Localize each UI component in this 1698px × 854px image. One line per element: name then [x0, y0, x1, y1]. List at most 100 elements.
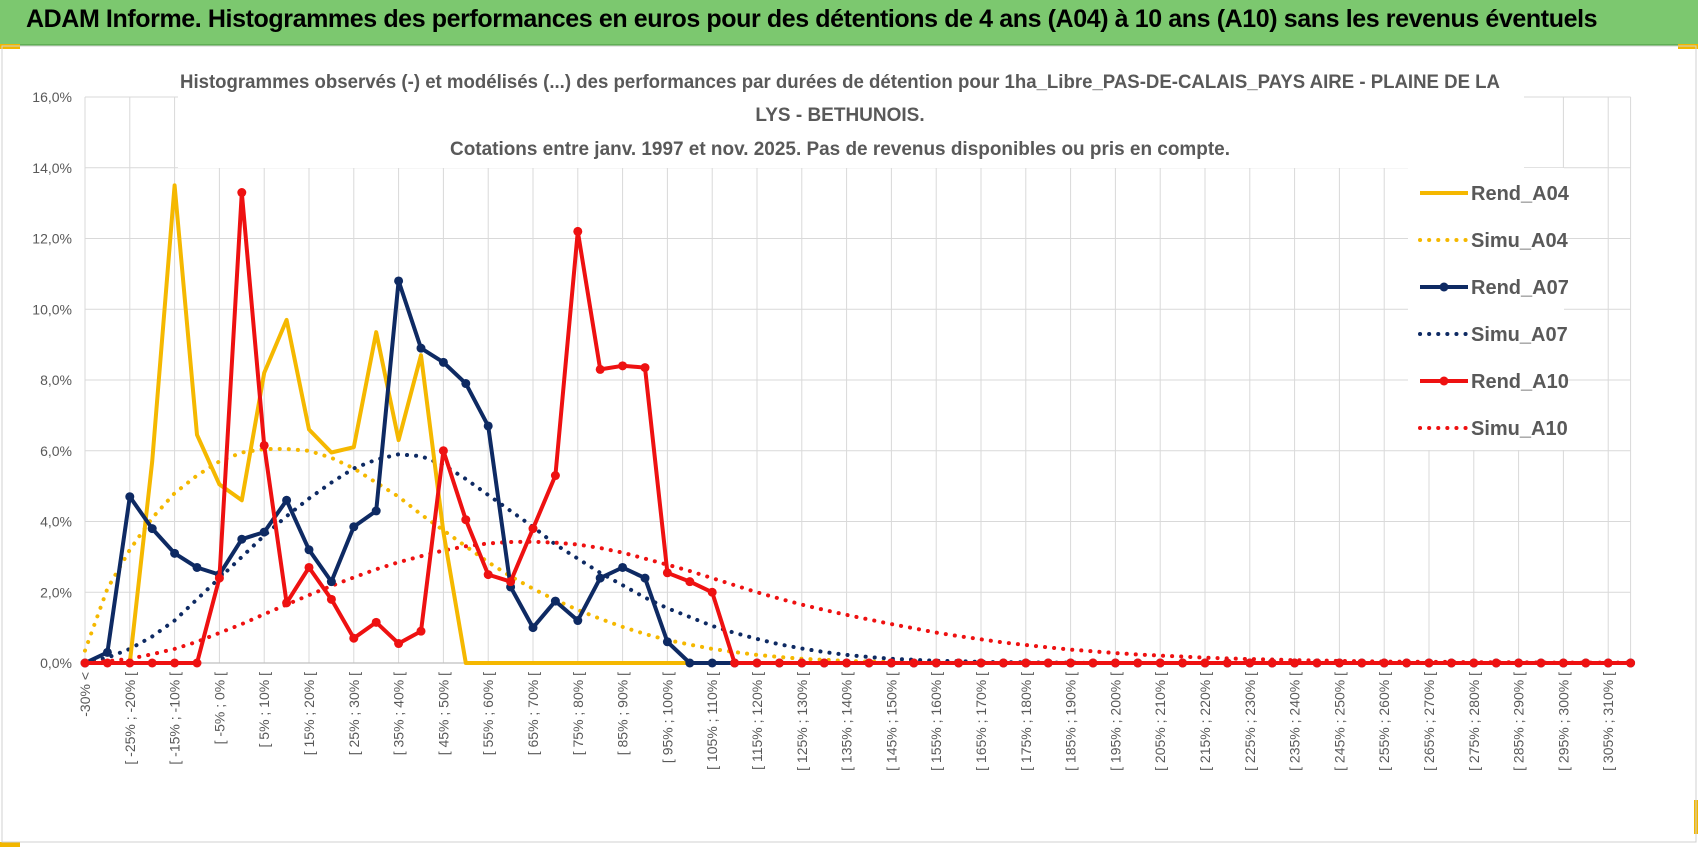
data-point-rend-a10 [1312, 658, 1322, 668]
data-point-rend-a10 [1334, 658, 1344, 668]
data-point-rend-a10 [864, 658, 874, 668]
x-tick-label: [ 265% ; 270% [ [1421, 672, 1437, 771]
x-tick-label: [ -25% ; -20% [ [122, 672, 138, 765]
x-tick-label: [ 235% ; 240% [ [1287, 672, 1303, 771]
data-point-rend-a10 [1469, 658, 1479, 668]
data-point-rend-a10 [461, 515, 471, 525]
data-point-rend-a07 [662, 637, 672, 647]
data-point-rend-a07 [416, 343, 426, 353]
chart-title-line-2: LYS - BETHUNOIS. [755, 105, 924, 126]
data-point-rend-a10 [909, 658, 919, 668]
data-point-rend-a10 [954, 658, 964, 668]
data-point-rend-a10 [797, 658, 807, 668]
data-point-rend-a07 [438, 357, 448, 367]
data-point-rend-a10 [304, 562, 314, 572]
data-point-rend-a10 [483, 570, 493, 580]
data-point-rend-a10 [931, 658, 941, 668]
data-point-rend-a10 [550, 471, 560, 481]
legend-marker-rend-a07 [1439, 282, 1449, 292]
data-point-rend-a10 [1491, 658, 1501, 668]
header-banner: ADAM Informe. Histogrammes des performan… [0, 0, 1698, 46]
data-point-rend-a10 [1110, 658, 1120, 668]
x-tick-label: [ 295% ; 300% [ [1555, 672, 1571, 771]
x-tick-label: [ 185% ; 190% [ [1063, 672, 1079, 771]
chart-title-background [178, 64, 1524, 168]
data-point-rend-a10 [125, 658, 135, 668]
data-point-rend-a10 [662, 568, 672, 578]
data-point-rend-a07 [349, 522, 359, 532]
legend-background [1408, 168, 1564, 450]
x-tick-label: [ 105% ; 110% [ [704, 672, 720, 770]
data-point-rend-a07 [595, 573, 605, 583]
series-line-simu-a04 [83, 447, 1633, 665]
data-point-rend-a10 [998, 658, 1008, 668]
x-tick-label: [ 85% ; 90% [ [615, 672, 631, 755]
x-tick-label: [ 255% ; 260% [ [1376, 672, 1392, 771]
data-point-rend-a10 [506, 577, 516, 587]
data-point-rend-a07 [371, 506, 381, 516]
data-point-rend-a10 [1222, 658, 1232, 668]
data-point-rend-a10 [282, 598, 292, 608]
data-point-rend-a07 [304, 545, 314, 555]
x-tick-label: [ 145% ; 150% [ [883, 672, 899, 771]
data-point-rend-a10 [80, 658, 90, 668]
x-tick-label: [ 95% ; 100% [ [659, 672, 675, 763]
data-point-rend-a10 [438, 446, 448, 456]
series-line-rend-a10 [85, 190, 1631, 665]
x-tick-label: [ 175% ; 180% [ [1018, 672, 1034, 771]
data-point-rend-a10 [685, 577, 695, 587]
data-point-rend-a10 [416, 626, 426, 636]
chart-series [80, 183, 1636, 668]
x-tick-label: -30% < [77, 672, 93, 717]
chart-title-box: Histogrammes observés (-) et modélisés (… [178, 64, 1524, 168]
data-point-rend-a10 [102, 658, 112, 668]
data-point-rend-a10 [1536, 658, 1546, 668]
x-tick-label: [ 65% ; 70% [ [525, 672, 541, 755]
legend-label-rend-a10: Rend_A10 [1471, 371, 1569, 393]
data-point-rend-a10 [1021, 658, 1031, 668]
data-point-rend-a10 [1245, 658, 1255, 668]
data-point-rend-a07 [483, 421, 493, 431]
x-tick-label: [ 275% ; 280% [ [1466, 672, 1482, 771]
data-point-rend-a07 [640, 573, 650, 583]
data-point-rend-a10 [259, 440, 269, 450]
data-point-rend-a10 [1043, 658, 1053, 668]
x-tick-label: [ 225% ; 230% [ [1242, 672, 1258, 771]
x-tick-label: [ 115% ; 120% [ [749, 672, 765, 770]
data-point-rend-a10 [1402, 658, 1412, 668]
chart-border [1, 45, 1697, 843]
data-point-rend-a10 [774, 658, 784, 668]
data-point-rend-a10 [214, 573, 224, 583]
y-tick-label: 14,0% [32, 160, 72, 176]
y-tick-label: 2,0% [40, 584, 72, 600]
y-tick-label: 16,0% [32, 89, 72, 105]
data-point-rend-a07 [102, 647, 112, 657]
data-point-rend-a07 [282, 495, 292, 505]
data-point-rend-a07 [461, 379, 471, 389]
data-point-rend-a07 [125, 492, 135, 502]
data-point-rend-a07 [192, 562, 202, 572]
legend-label-rend-a04: Rend_A04 [1471, 183, 1570, 205]
data-point-rend-a07 [573, 616, 583, 626]
series-line-rend-a07 [84, 278, 1631, 665]
data-point-rend-a07 [528, 623, 538, 633]
data-point-rend-a10 [1581, 658, 1591, 668]
x-tick-label: [ 305% ; 310% [ [1600, 672, 1616, 771]
data-point-rend-a10 [170, 658, 180, 668]
data-point-rend-a10 [147, 658, 157, 668]
x-tick-label: [ 285% ; 290% [ [1511, 672, 1527, 771]
x-tick-label: [ 5% ; 10% [ [256, 672, 272, 748]
x-axis-ticks: -30% < [ -25% ; -20% [[ -15% ; -10% [[ -5… [77, 672, 1616, 771]
x-tick-label: [ -15% ; -10% [ [167, 672, 183, 765]
data-point-rend-a07 [685, 658, 695, 668]
x-tick-label: [ 75% ; 80% [ [570, 672, 586, 755]
x-tick-label: [ 205% ; 210% [ [1152, 672, 1168, 771]
data-point-rend-a10 [1133, 658, 1143, 668]
x-tick-label: [ 215% ; 220% [ [1197, 672, 1213, 771]
data-point-rend-a07 [326, 577, 336, 587]
y-tick-label: 12,0% [32, 231, 72, 247]
data-point-rend-a10 [237, 188, 247, 198]
series-line-simu-a07 [83, 452, 1633, 665]
data-point-rend-a10 [1357, 658, 1367, 668]
